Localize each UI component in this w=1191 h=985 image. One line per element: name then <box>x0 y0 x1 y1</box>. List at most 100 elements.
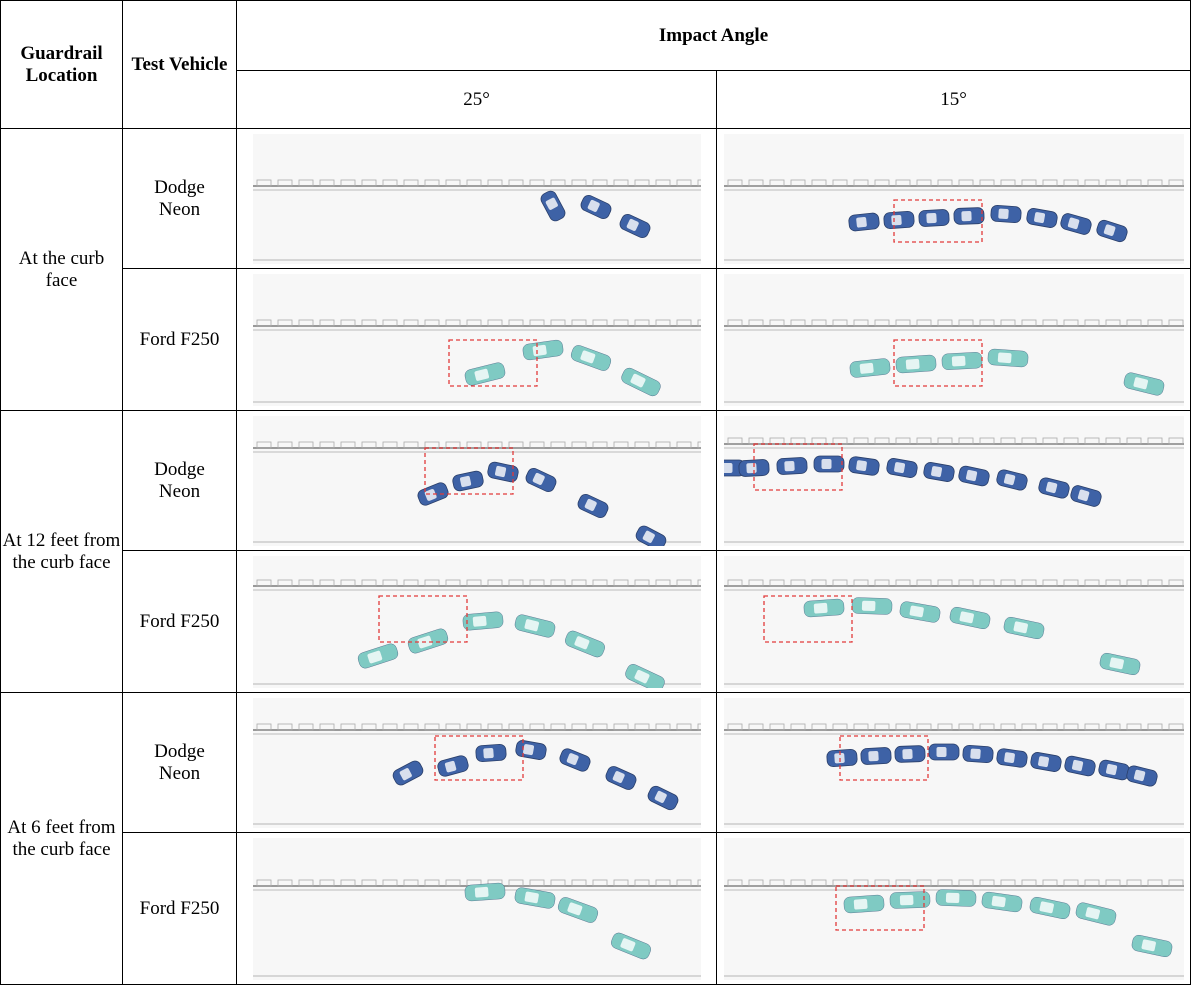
vehicle-window <box>905 358 920 370</box>
post <box>508 441 523 448</box>
vehicle-window <box>472 615 487 627</box>
post <box>1021 319 1036 326</box>
post <box>853 179 868 186</box>
vehicle-window <box>1003 751 1015 763</box>
post <box>790 179 805 186</box>
vehicle-icon <box>899 600 940 623</box>
vehicle-window <box>619 937 635 951</box>
post <box>1000 579 1015 586</box>
post <box>916 179 931 186</box>
post <box>550 179 565 186</box>
post <box>1000 437 1015 444</box>
post <box>790 319 805 326</box>
simulation-cell <box>716 550 1191 693</box>
vehicle-window <box>1045 481 1057 493</box>
post <box>895 319 910 326</box>
vehicle-window <box>1105 763 1117 775</box>
post <box>655 879 670 886</box>
vehicle-window <box>745 462 757 473</box>
post <box>571 179 586 186</box>
post <box>1105 319 1120 326</box>
simulation-image <box>723 555 1184 688</box>
post <box>508 319 523 326</box>
vehicle-icon <box>894 744 925 763</box>
post <box>634 879 649 886</box>
post <box>361 179 376 186</box>
post <box>676 579 691 586</box>
vehicle-window <box>936 746 946 757</box>
vehicle: Dodge Neon <box>122 692 237 833</box>
simulation-cell <box>716 832 1191 985</box>
post <box>445 879 460 886</box>
post <box>445 579 460 586</box>
post <box>790 879 805 886</box>
post <box>529 723 544 730</box>
post <box>811 579 826 586</box>
post <box>592 179 607 186</box>
highlight-box <box>838 734 929 781</box>
post <box>487 579 502 586</box>
vehicle-window <box>925 212 937 223</box>
post <box>1084 319 1099 326</box>
vehicle-icon <box>995 747 1028 768</box>
vehicle-window <box>1039 900 1054 913</box>
post <box>727 319 742 326</box>
vehicle-window <box>399 767 412 780</box>
vehicle-window <box>566 901 582 915</box>
post <box>655 723 670 730</box>
image-bg <box>252 837 701 980</box>
post <box>466 723 481 730</box>
post <box>466 579 481 586</box>
vehicle-icon <box>1059 212 1092 235</box>
post <box>319 723 334 730</box>
post <box>874 723 889 730</box>
post <box>916 319 931 326</box>
vehicle-window <box>965 469 977 481</box>
post <box>1084 437 1099 444</box>
post <box>811 723 826 730</box>
highlight-box <box>423 446 514 495</box>
post <box>937 879 952 886</box>
vehicle-window <box>524 618 539 631</box>
post <box>895 723 910 730</box>
vehicle-icon <box>392 760 423 785</box>
highlight-box <box>892 198 983 243</box>
post <box>1168 179 1183 186</box>
post <box>592 879 607 886</box>
vehicle-icon <box>825 748 858 767</box>
post <box>403 441 418 448</box>
post <box>382 879 397 886</box>
post <box>445 319 460 326</box>
vehicle-icon <box>843 894 884 913</box>
post <box>592 723 607 730</box>
post <box>853 723 868 730</box>
post <box>748 319 763 326</box>
post <box>979 319 994 326</box>
post <box>655 319 670 326</box>
post <box>613 179 628 186</box>
vehicle-icon <box>557 896 598 923</box>
post <box>529 179 544 186</box>
vehicle-window <box>579 349 595 363</box>
post <box>529 579 544 586</box>
post <box>424 879 439 886</box>
post <box>277 319 292 326</box>
simulation-image <box>723 133 1184 264</box>
post <box>832 319 847 326</box>
vehicle-icon <box>577 493 608 518</box>
post <box>916 723 931 730</box>
simulation-image <box>723 837 1184 980</box>
vehicle-window <box>524 891 539 903</box>
vehicle-icon <box>922 461 955 482</box>
vehicle-icon <box>961 744 994 763</box>
vehicle-icon <box>981 891 1022 912</box>
simulation-cell <box>236 410 717 551</box>
post <box>613 441 628 448</box>
post <box>1042 879 1057 886</box>
post <box>550 723 565 730</box>
post <box>382 723 397 730</box>
vehicle-window <box>629 373 646 387</box>
vehicle-window <box>997 208 1009 219</box>
post <box>874 179 889 186</box>
simulation-image <box>723 415 1184 546</box>
